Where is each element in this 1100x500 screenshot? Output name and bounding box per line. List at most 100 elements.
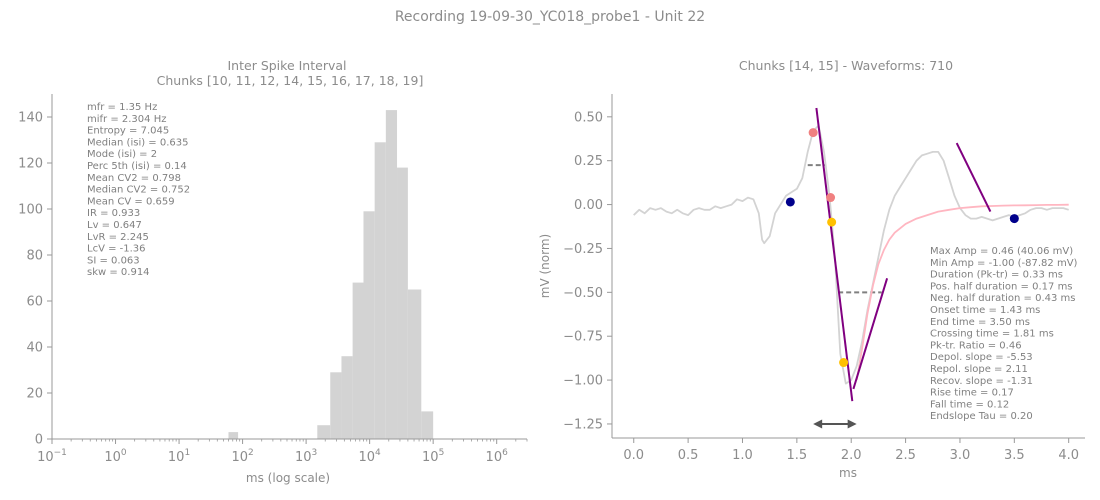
isi-bar-6 (374, 142, 386, 440)
isi-bar-9 (407, 289, 422, 439)
waveform-stat-line: End time = 3.50 ms (930, 317, 1030, 328)
waveform-point-2 (826, 193, 836, 203)
waveform-x-tick-label: 2.5 (895, 448, 916, 463)
duration-arrow-head-right (847, 419, 857, 429)
isi-y-tick-label: 40 (26, 341, 43, 356)
isi-stat-line: mifr = 2.304 Hz (87, 114, 166, 125)
isi-title: Inter Spike Interval (228, 58, 347, 73)
waveform-x-tick-label: 3.5 (1004, 448, 1025, 463)
waveform-stat-line: Neg. half duration = 0.43 ms (930, 293, 1076, 304)
isi-stat-line: SI = 0.063 (87, 255, 140, 266)
waveform-y-tick-label: 0.25 (574, 154, 603, 169)
isi-x-ticks: 10−1 100 101 102 103 104 105 106 (37, 439, 528, 465)
isi-stat-line: Mean CV = 0.659 (87, 196, 175, 207)
waveform-y-label: mV (norm) (538, 234, 552, 298)
isi-y-tick-label: 140 (18, 111, 43, 126)
isi-y-tick-label: 60 (26, 295, 43, 310)
waveform-point-3 (827, 217, 837, 227)
waveform-series-3 (852, 278, 889, 390)
waveform-feature-points (785, 128, 1019, 368)
waveform-stats-box: Max Amp = 0.46 (40.06 mV)Min Amp = -1.00… (930, 246, 1078, 422)
isi-bar-4 (352, 282, 364, 439)
waveform-stat-line: Rise time = 0.17 (930, 388, 1014, 399)
waveform-series-2 (815, 107, 854, 402)
waveform-stat-line: Repol. slope = 2.11 (930, 364, 1028, 375)
waveform-x-tick-label: 1.5 (787, 448, 808, 463)
isi-bar-8 (397, 167, 408, 439)
waveform-point-4 (839, 358, 849, 368)
isi-bar-10 (421, 411, 434, 439)
waveform-stat-line: Pos. half duration = 0.17 ms (930, 281, 1073, 292)
isi-x-tick-label: 10−1 (37, 448, 67, 465)
waveform-stat-line: Min Amp = -1.00 (-87.82 mV) (930, 258, 1078, 269)
waveform-stat-line: Recov. slope = -1.31 (930, 376, 1033, 387)
waveform-series-1 (855, 203, 1069, 381)
isi-x-tick-label: 103 (295, 448, 317, 465)
isi-y-ticks: 0 20 40 60 80 100 120 140 (18, 111, 52, 448)
waveform-stat-line: Onset time = 1.43 ms (930, 305, 1040, 316)
isi-bars (228, 110, 434, 440)
isi-stat-line: Median (isi) = 0.635 (87, 137, 188, 148)
waveform-y-ticks: 0.50 0.25 0.00 −0.25 −0.50 −0.75 −1.00 −1.25 (563, 110, 612, 432)
isi-stat-line: LvR = 2.245 (87, 232, 149, 243)
isi-x-tick-label: 101 (168, 448, 190, 465)
waveform-series-0 (633, 124, 1069, 385)
waveform-y-tick-label: −0.75 (563, 330, 603, 345)
isi-subtitle: Chunks [10, 11, 12, 14, 15, 16, 17, 18, … (157, 73, 424, 88)
isi-bar-2 (330, 372, 342, 439)
isi-stat-line: mfr = 1.35 Hz (87, 102, 157, 113)
waveform-stat-line: Endslope Tau = 0.20 (930, 411, 1033, 422)
waveform-stat-line: Max Amp = 0.46 (40.06 mV) (930, 246, 1073, 257)
isi-bar-1 (317, 425, 331, 439)
waveform-stat-line: Duration (Pk-tr) = 0.33 ms (930, 270, 1063, 281)
waveform-x-tick-label: 4.0 (1058, 448, 1079, 463)
isi-y-tick-label: 0 (35, 433, 43, 448)
isi-stat-line: Entropy = 7.045 (87, 126, 169, 137)
isi-x-tick-label: 100 (104, 448, 127, 465)
isi-x-tick-label: 104 (358, 448, 381, 465)
waveform-duration-arrow (813, 419, 857, 429)
isi-stat-line: IR = 0.933 (87, 208, 140, 219)
waveform-lines (633, 107, 1069, 402)
duration-arrow-head-left (813, 419, 823, 429)
waveform-x-tick-label: 2.0 (841, 448, 862, 463)
isi-stat-line: Median CV2 = 0.752 (87, 185, 190, 196)
isi-stat-line: Lv = 0.647 (87, 220, 142, 231)
waveform-y-tick-label: −0.25 (563, 242, 603, 257)
isi-stat-line: Perc 5th (isi) = 0.14 (87, 161, 187, 172)
waveform-point-5 (1009, 214, 1019, 224)
isi-y-tick-label: 120 (18, 157, 43, 172)
waveform-point-0 (785, 197, 795, 207)
isi-stat-line: LcV = -1.36 (87, 244, 146, 255)
waveform-panel: Chunks [14, 15] - Waveforms: 710 0.50 0.2… (538, 58, 1085, 480)
isi-bar-0 (228, 432, 239, 439)
waveform-stat-line: Fall time = 0.12 (930, 399, 1009, 410)
figure-suptitle: Recording 19-09-30_YC018_probe1 - Unit 2… (395, 9, 705, 25)
waveform-point-1 (808, 128, 818, 138)
waveform-x-label: ms (839, 466, 857, 480)
waveform-title: Chunks [14, 15] - Waveforms: 710 (739, 58, 953, 73)
isi-histogram-panel: Inter Spike Interval Chunks [10, 11, 12,… (18, 58, 528, 485)
waveform-x-ticks: 0.0 0.5 1.0 1.5 2.0 2.5 3.0 3.5 4.0 (623, 438, 1079, 463)
waveform-stat-line: Depol. slope = -5.53 (930, 352, 1033, 363)
waveform-y-tick-label: 0.00 (574, 198, 603, 213)
isi-y-tick-label: 20 (26, 387, 43, 402)
isi-x-label: ms (log scale) (246, 471, 330, 485)
waveform-y-tick-label: −1.00 (563, 374, 603, 389)
waveform-y-tick-label: −0.50 (563, 286, 603, 301)
isi-x-tick-label: 105 (422, 448, 444, 465)
isi-stat-line: Mode (isi) = 2 (87, 149, 157, 160)
waveform-x-tick-label: 0.0 (623, 448, 644, 463)
waveform-x-tick-label: 1.0 (732, 448, 753, 463)
waveform-stat-line: Crossing time = 1.81 ms (930, 329, 1054, 340)
isi-bar-3 (341, 356, 353, 439)
isi-y-tick-label: 100 (18, 203, 43, 218)
isi-y-tick-label: 80 (26, 249, 43, 264)
waveform-half-width-dashes (807, 164, 882, 294)
waveform-y-tick-label: 0.50 (574, 110, 603, 125)
isi-stat-line: Mean CV2 = 0.798 (87, 173, 181, 184)
waveform-series-4 (955, 142, 992, 213)
isi-x-tick-label: 102 (231, 448, 253, 465)
